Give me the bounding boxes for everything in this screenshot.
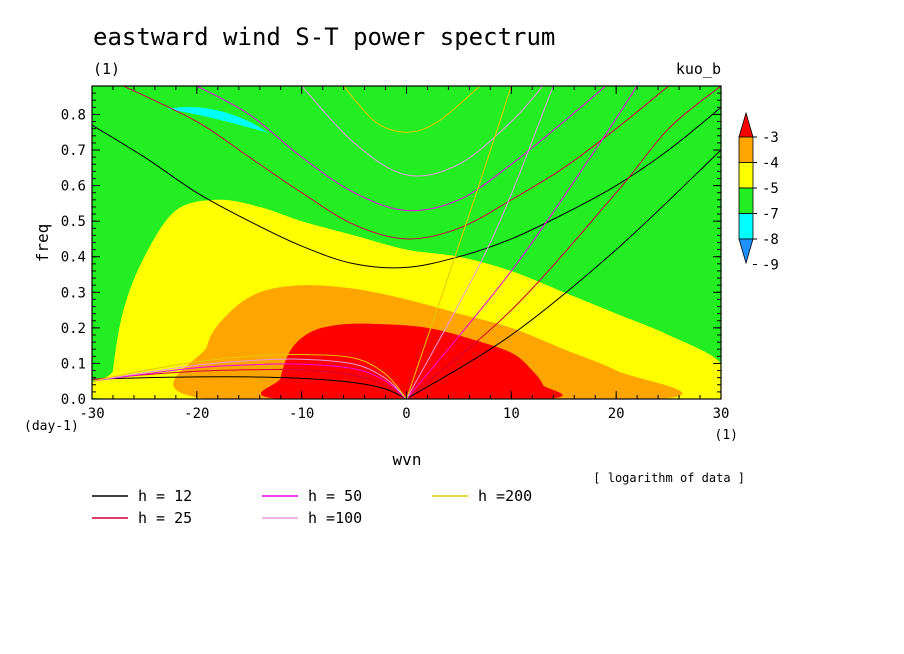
contour-region-2 xyxy=(92,86,721,276)
legend-label: h =200 xyxy=(478,487,532,505)
data-note: [ logarithm of data ] xyxy=(593,471,745,485)
x-tick-label: -10 xyxy=(289,406,314,422)
legend-label: h = 12 xyxy=(138,487,192,505)
subtitle-left: (1) xyxy=(93,60,120,78)
colorbar-top-triangle xyxy=(738,111,754,138)
chart-title: eastward wind S-T power spectrum xyxy=(93,23,555,51)
y-tick-label: 0.7 xyxy=(61,143,86,159)
legend-label: h = 50 xyxy=(308,487,362,505)
x-tick-label: 20 xyxy=(608,406,625,422)
y-axis-label: freq xyxy=(33,224,52,263)
curve-h200-0 xyxy=(343,86,481,133)
colorbar-swatch xyxy=(738,162,754,189)
colorbar-label: -4 xyxy=(762,156,779,172)
curve-h100-2 xyxy=(406,86,554,399)
y-tick-label: 0.3 xyxy=(61,285,86,301)
y-axis-ticks: 0.0 0.1 0.2 0.3 0.4 0.5 0.6 0.7 0.8 xyxy=(61,92,721,408)
curve-h200-2 xyxy=(406,86,512,399)
legend-label: h =100 xyxy=(308,509,362,527)
curve-h100-0 xyxy=(301,86,544,177)
legend: h = 12 h = 25 h = 50 h =100 h =200 xyxy=(92,487,532,527)
y-tick-label: 0.4 xyxy=(61,250,86,266)
x-tick-label: -20 xyxy=(184,406,209,422)
x-unit-label: (1) xyxy=(715,428,738,443)
colorbar-label: -8 xyxy=(762,232,779,248)
dispersion-curves xyxy=(92,86,721,399)
x-axis-label: wvn xyxy=(393,450,422,469)
x-tick-label: 30 xyxy=(713,406,730,422)
curve-h12-1 xyxy=(92,376,407,399)
y-tick-label: 0.6 xyxy=(61,179,86,195)
x-axis-ticks: -30 -20 -10 0 10 20 30 xyxy=(79,86,729,422)
x-tick-label: 10 xyxy=(503,406,520,422)
curve-h25-1 xyxy=(92,368,407,399)
contour-region-5 xyxy=(261,323,563,399)
colorbar-label: -3 xyxy=(762,130,779,146)
y-tick-label: 0.1 xyxy=(61,356,86,372)
curve-h200-1 xyxy=(92,353,407,399)
curve-h12-0 xyxy=(92,106,721,269)
y-tick-label: 0.8 xyxy=(61,107,86,123)
colorbar: -3 -4 -5 -7 -8 -9 xyxy=(738,111,779,274)
curve-h50-1 xyxy=(92,363,407,399)
y-tick-label: 0.5 xyxy=(61,214,86,230)
x-tick-label: 0 xyxy=(402,406,410,422)
colorbar-swatch xyxy=(738,187,754,214)
colorbar-label: -9 xyxy=(762,258,779,274)
colorbar-swatch xyxy=(738,213,754,240)
subtitle-right: kuo_b xyxy=(676,60,721,78)
legend-label: h = 25 xyxy=(138,509,192,527)
curve-h50-2 xyxy=(406,86,638,399)
contour-regions xyxy=(92,86,721,399)
colorbar-swatch xyxy=(738,136,754,163)
colorbar-bottom-triangle xyxy=(738,238,754,265)
plot-area xyxy=(92,86,721,399)
curve-h12-2 xyxy=(406,149,721,399)
colorbar-label: -7 xyxy=(762,207,779,223)
curve-h25-2 xyxy=(406,86,721,399)
curve-h100-1 xyxy=(92,358,407,399)
y-unit-label: (day-1) xyxy=(24,419,79,434)
colorbar-label: -5 xyxy=(762,181,779,197)
y-tick-label: 0.0 xyxy=(61,392,86,408)
curve-h50-0 xyxy=(196,86,607,212)
curve-h25-0 xyxy=(123,86,669,240)
y-tick-label: 0.2 xyxy=(61,321,86,337)
x-tick-label: -30 xyxy=(79,406,104,422)
